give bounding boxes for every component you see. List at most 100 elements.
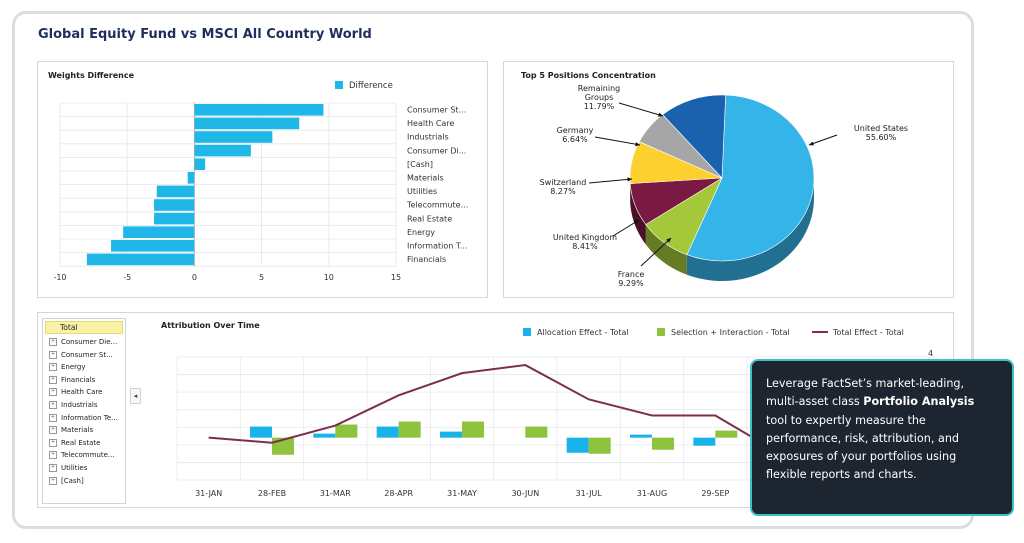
bar-5 xyxy=(187,172,195,184)
pie-value-4: 6.64% xyxy=(562,135,588,144)
tree-item[interactable]: + Telecommute... xyxy=(49,449,115,461)
expand-icon[interactable]: + xyxy=(49,476,57,485)
page-title: Global Equity Fund vs MSCI All Country W… xyxy=(38,27,372,42)
pie-label-5: Remaining xyxy=(578,84,620,93)
bar-11 xyxy=(86,253,195,266)
expand-icon[interactable]: + xyxy=(49,451,57,460)
tree-item[interactable]: + Health Care xyxy=(49,386,102,398)
tree-item[interactable]: + Real Estate xyxy=(49,437,100,449)
expand-icon[interactable]: + xyxy=(49,375,57,384)
bar-9 xyxy=(123,226,195,238)
total-effect-line xyxy=(208,364,843,463)
pie-value-1: 9.29% xyxy=(618,279,644,288)
category-label: Materials xyxy=(407,174,444,183)
expand-icon[interactable]: + xyxy=(49,438,57,447)
category-label: Industrials xyxy=(407,133,449,142)
tree-item[interactable]: + Utilities xyxy=(49,462,87,474)
x-tick-label: 15 xyxy=(391,273,401,282)
tree-item[interactable]: + Information Te... xyxy=(49,412,118,424)
category-label: Energy xyxy=(407,228,435,237)
tree-item-label: [Cash] xyxy=(61,476,84,485)
pie-arrowhead-3 xyxy=(627,177,632,182)
tree-item-label: Real Estate xyxy=(61,438,101,447)
selection-bar-4 xyxy=(462,421,484,438)
x-tick-label: 31-JUL xyxy=(576,489,603,498)
expand-icon[interactable]: + xyxy=(49,350,57,359)
category-label: Telecommute... xyxy=(406,201,468,210)
tree-item[interactable]: + Materials xyxy=(49,424,93,436)
pie-slice-0 xyxy=(686,94,815,262)
tree-item-label: Utilities xyxy=(61,464,88,472)
y-axis-top-label: 4 xyxy=(928,349,934,358)
bar-7 xyxy=(154,199,195,211)
bar-6 xyxy=(156,185,195,198)
tree-item-label: Health Care xyxy=(61,388,103,397)
bar-4 xyxy=(194,158,206,170)
tree-item-label: Energy xyxy=(61,363,86,372)
tree-item-label: Industrials xyxy=(61,401,98,409)
pie-value-5: 11.79% xyxy=(584,102,615,111)
category-label: Financials xyxy=(407,255,446,264)
pie-label-1: France xyxy=(618,270,645,279)
tree-item-total[interactable]: Total xyxy=(45,321,123,334)
pie-label-4: Germany xyxy=(557,126,594,135)
expand-icon[interactable]: + xyxy=(49,426,57,435)
x-tick-label: 10 xyxy=(324,273,334,282)
category-label: Health Care xyxy=(407,119,454,128)
expand-icon[interactable]: + xyxy=(49,401,57,409)
chevron-left-icon: ◂ xyxy=(133,392,138,400)
pie-value-2: 8.41% xyxy=(572,242,598,251)
tree-item-label: Materials xyxy=(61,426,94,435)
legend-swatch-allocation xyxy=(523,328,531,336)
pie-leader-5 xyxy=(618,102,664,117)
promo-callout: Leverage FactSet’s market-leading, multi… xyxy=(750,359,1014,516)
x-tick-label: 31-MAR xyxy=(320,489,351,498)
bar-3 xyxy=(194,144,251,157)
pie-label-5: Groups xyxy=(585,93,614,102)
tree-item[interactable]: + Consumer Die... xyxy=(49,336,117,348)
x-tick-label: -5 xyxy=(123,273,131,282)
x-tick-label: 5 xyxy=(259,273,264,282)
x-tick-label: 29-SEP xyxy=(701,489,729,498)
tree-item-label: Financials xyxy=(61,375,96,384)
tree-item[interactable]: + Industrials xyxy=(49,399,97,411)
pie-label-3: Switzerland xyxy=(540,178,587,187)
expand-icon[interactable]: + xyxy=(49,413,57,422)
category-label: Utilities xyxy=(407,187,437,196)
selection-bar-3 xyxy=(398,421,421,438)
expand-icon[interactable]: + xyxy=(49,338,57,346)
expand-icon[interactable]: + xyxy=(49,388,57,397)
legend-label: Difference xyxy=(349,81,393,91)
pie-side-1 xyxy=(645,224,687,275)
tree-item[interactable]: + Consumer St... xyxy=(49,349,113,361)
collapse-tree-button[interactable]: ◂ xyxy=(130,388,141,404)
x-tick-label: 28-FEB xyxy=(258,489,286,498)
pie-arrowhead-0 xyxy=(809,141,814,146)
tree-item[interactable]: + Energy xyxy=(49,361,86,373)
expand-icon[interactable]: + xyxy=(49,363,57,372)
expand-icon[interactable]: + xyxy=(49,464,57,472)
category-label: [Cash] xyxy=(407,160,433,169)
pie-arrowhead-1 xyxy=(666,238,671,243)
x-tick-label: -10 xyxy=(53,273,66,282)
x-tick-label: 31-MAY xyxy=(447,489,477,498)
allocation-bar-4 xyxy=(440,431,462,438)
bar-0 xyxy=(194,104,324,116)
pie-arrowhead-2 xyxy=(634,220,639,225)
attribution-panel-title: Attribution Over Time xyxy=(161,321,260,330)
tree-item[interactable]: + [Cash] xyxy=(49,475,84,487)
pie-slice-5 xyxy=(662,94,726,179)
pie-leader-4 xyxy=(594,136,641,146)
pie-arrowhead-5 xyxy=(658,112,663,117)
bar-8 xyxy=(154,212,195,225)
bar-10 xyxy=(111,240,195,252)
tree-item-label: Consumer Die... xyxy=(61,338,118,346)
pie-leader-3 xyxy=(588,178,633,184)
allocation-bar-2 xyxy=(313,433,336,438)
tree-item-label: Information Te... xyxy=(61,413,118,422)
x-tick-label: 30-JUN xyxy=(511,489,539,498)
tree-item[interactable]: + Financials xyxy=(49,374,95,386)
x-tick-label: 0 xyxy=(192,273,197,282)
pie-leader-1 xyxy=(640,237,672,267)
pie-value-3: 8.27% xyxy=(550,187,576,196)
